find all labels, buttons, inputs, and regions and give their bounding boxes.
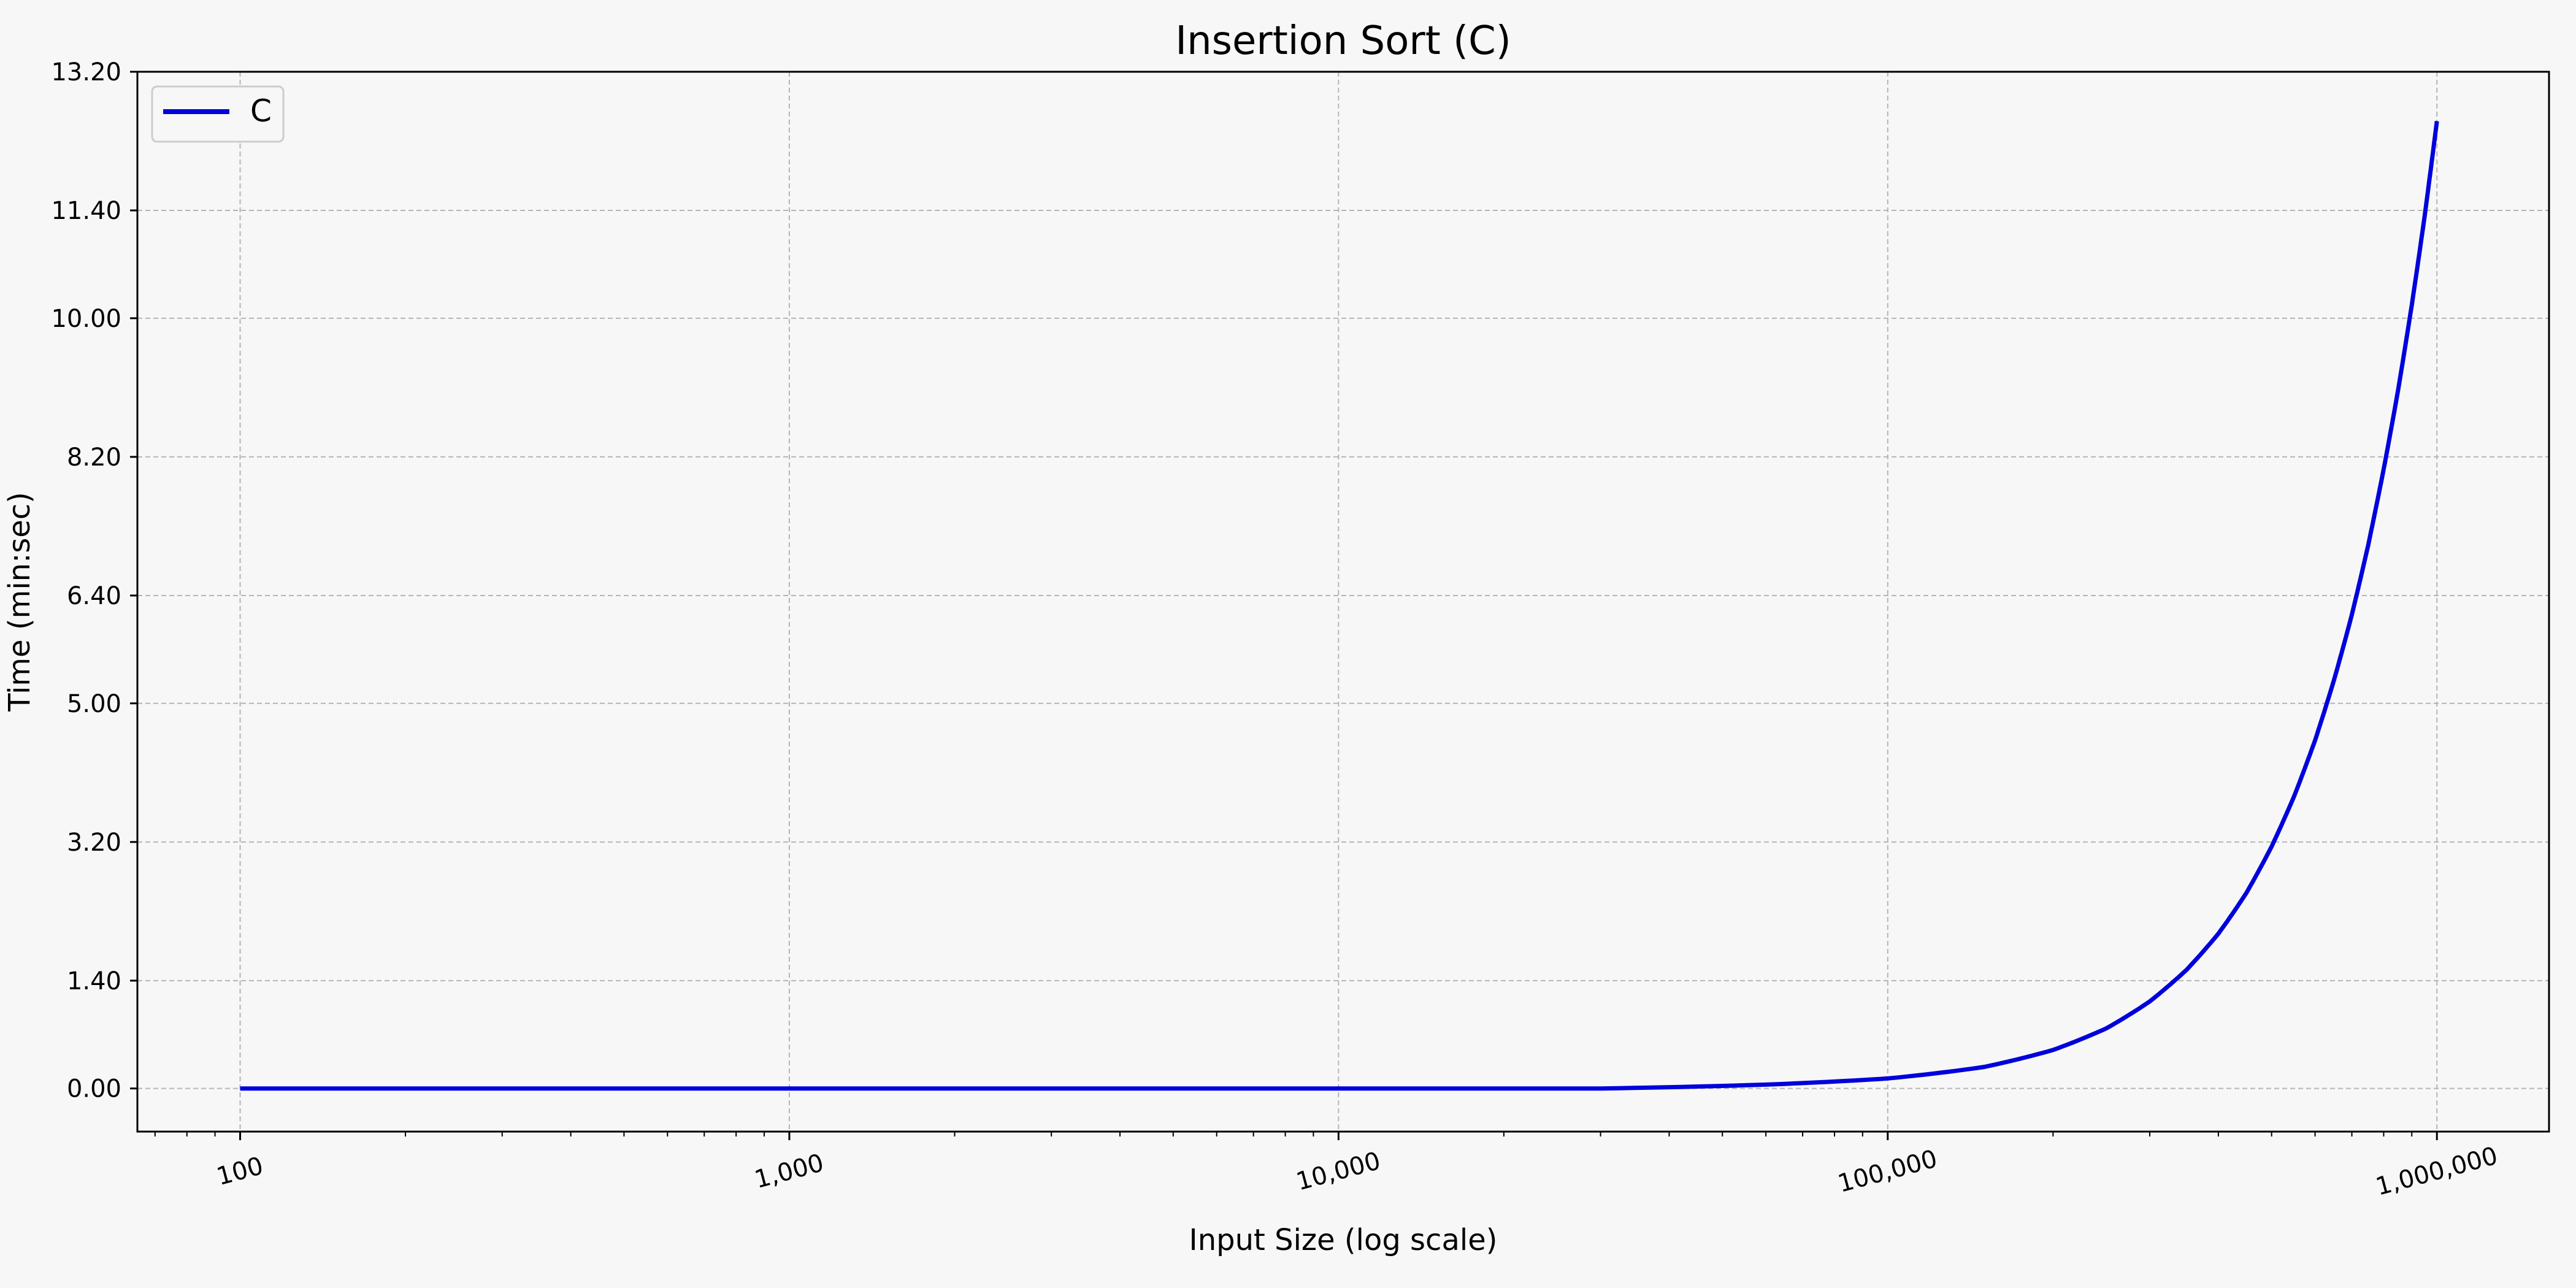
legend-label-c: C (250, 93, 272, 129)
y-tick-label: 8.20 (67, 443, 121, 472)
y-tick-label: 11.40 (51, 197, 121, 225)
plot-area (137, 72, 2549, 1132)
y-tick-label: 13.20 (51, 58, 121, 86)
y-tick-label: 10.00 (51, 305, 121, 333)
x-axis-label: Input Size (log scale) (1189, 1223, 1498, 1257)
y-tick-label: 5.00 (67, 690, 121, 718)
chart-title: Insertion Sort (C) (1175, 18, 1511, 64)
legend: C (152, 86, 283, 142)
y-axis-label: Time (min:sec) (2, 492, 37, 712)
y-tick-label: 1.40 (67, 967, 121, 995)
y-tick-label: 3.20 (67, 829, 121, 857)
y-tick-label: 0.00 (67, 1075, 121, 1103)
y-tick-label: 6.40 (67, 582, 121, 610)
